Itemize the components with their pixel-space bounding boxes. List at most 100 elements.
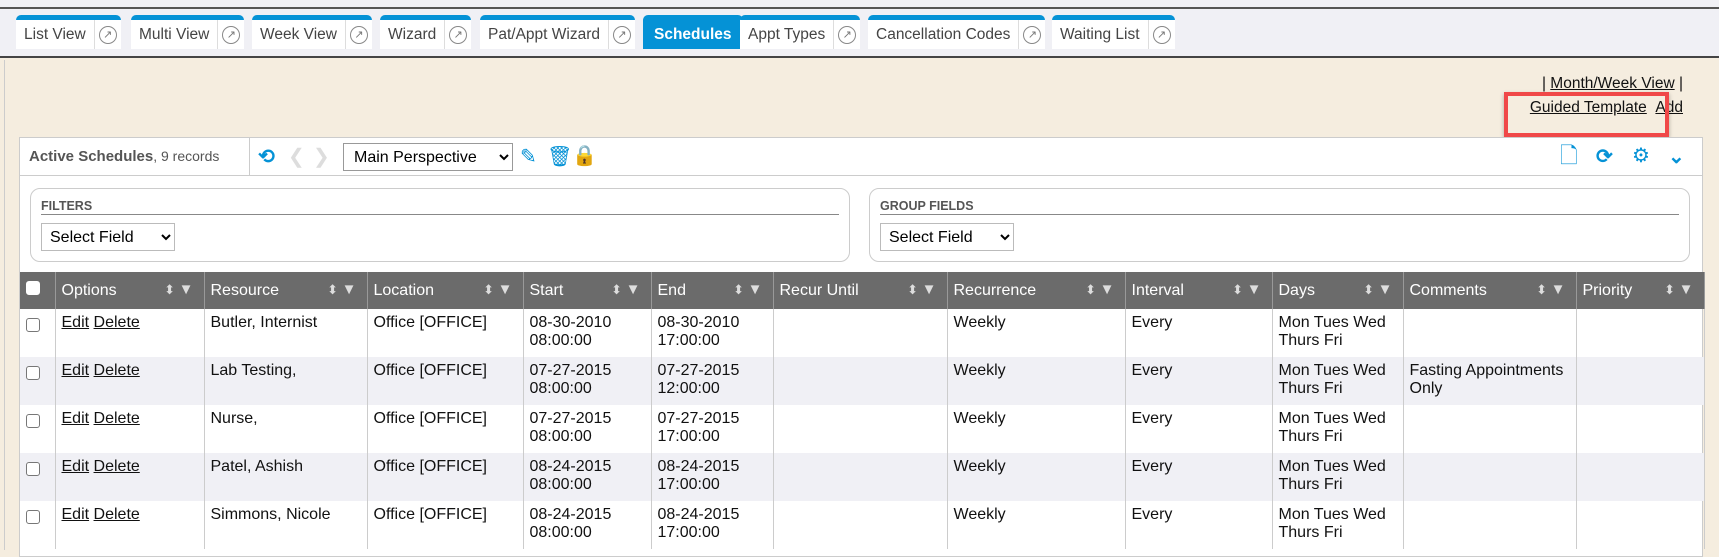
add-link[interactable]: Add (1655, 99, 1683, 116)
sort-icon[interactable]: ⬍ (164, 282, 176, 297)
prev-icon[interactable]: ❮ (288, 146, 305, 168)
row-checkbox[interactable] (26, 366, 40, 380)
tab-cancellation-codes[interactable]: Cancellation Codes ↗ (868, 15, 1046, 49)
delete-link[interactable]: Delete (93, 362, 140, 379)
sort-icon[interactable]: ⬍ (1232, 282, 1244, 297)
sort-icon[interactable]: ⬍ (327, 282, 339, 297)
row-checkbox[interactable] (26, 414, 40, 428)
open-external-icon[interactable]: ↗ (218, 25, 244, 44)
filter-icon[interactable]: ▼ (747, 281, 763, 298)
undo-icon[interactable]: ⟲ (258, 146, 275, 168)
filter-icon[interactable]: ▼ (341, 281, 357, 298)
month-week-view-link[interactable]: Month/Week View (1550, 75, 1675, 92)
filter-icon[interactable]: ▼ (178, 281, 194, 298)
sort-icon[interactable]: ⬍ (1664, 282, 1676, 297)
filter-icon[interactable]: ▼ (497, 281, 513, 298)
filter-field-select[interactable]: Select Field (41, 223, 175, 251)
sort-icon[interactable]: ⬍ (907, 282, 919, 297)
filter-icon[interactable]: ▼ (1678, 281, 1694, 298)
group-field-select[interactable]: Select Field (880, 223, 1014, 251)
refresh-icon[interactable]: ⟳ (1596, 146, 1613, 168)
edit-link[interactable]: Edit (61, 362, 90, 379)
delete-link[interactable]: Delete (93, 410, 140, 427)
tab-pat-appt-wizard[interactable]: Pat/Appt Wizard ↗ (480, 15, 635, 49)
column-header-resource[interactable]: Resource ⬍ ▼ (204, 272, 368, 309)
guided-template-link[interactable]: Guided Template (1529, 99, 1647, 116)
open-external-icon[interactable]: ↗ (95, 25, 121, 44)
gear-icon[interactable]: ⚙ (1632, 145, 1650, 167)
column-header-comments[interactable]: Comments ⬍ ▼ (1403, 272, 1577, 309)
column-header-priority[interactable]: Priority ⬍ ▼ (1576, 272, 1705, 309)
open-external-icon[interactable]: ↗ (834, 25, 860, 44)
filter-icon[interactable]: ▼ (625, 281, 641, 298)
column-header-recur-until[interactable]: Recur Until ⬍ ▼ (773, 272, 948, 309)
pencil-icon[interactable]: ✎ (520, 146, 537, 168)
sort-icon[interactable]: ⬍ (1363, 282, 1375, 297)
edit-link[interactable]: Edit (61, 458, 90, 475)
perspective-select[interactable]: Main Perspective (343, 143, 513, 171)
filter-icon[interactable]: ▼ (1550, 281, 1566, 298)
row-checkbox[interactable] (26, 510, 40, 524)
tab-list-view[interactable]: List View ↗ (16, 15, 121, 49)
row-checkbox[interactable] (26, 462, 40, 476)
edit-link[interactable]: Edit (61, 314, 90, 331)
sort-icon[interactable]: ⬍ (483, 282, 495, 297)
tab-wizard[interactable]: Wizard ↗ (380, 15, 472, 49)
cell-start: 08-30-2010 08:00:00 (523, 309, 652, 357)
cell-days: Mon Tues Wed Thurs Fri (1272, 357, 1404, 405)
cell-comments (1403, 453, 1577, 501)
select-all-checkbox[interactable] (20, 272, 56, 309)
row-checkbox[interactable] (26, 318, 40, 332)
delete-link[interactable]: Delete (93, 506, 140, 523)
cell-resource: Butler, Internist (204, 309, 368, 357)
column-header-recurrence[interactable]: Recurrence ⬍ ▼ (947, 272, 1126, 309)
new-document-icon[interactable]: 🗋 (1560, 143, 1578, 168)
filter-icon[interactable]: ▼ (1246, 281, 1262, 298)
next-icon[interactable]: ❯ (313, 146, 330, 168)
tab-week-view[interactable]: Week View ↗ (252, 15, 372, 49)
filter-icon[interactable]: ▼ (921, 281, 937, 298)
tab-schedules[interactable]: Schedules (643, 15, 743, 49)
filter-icon[interactable]: ▼ (1377, 281, 1393, 298)
edit-link[interactable]: Edit (61, 410, 90, 427)
column-header-days[interactable]: Days ⬍ ▼ (1272, 272, 1404, 309)
cell-end: 08-24-2015 17:00:00 (651, 453, 774, 501)
group-fields-box: GROUP FIELDS Select Field (869, 188, 1690, 262)
open-external-icon[interactable]: ↗ (1019, 25, 1045, 44)
cell-resource: Lab Testing, (204, 357, 368, 405)
panel-title: Active Schedules, 9 records (29, 148, 220, 165)
cell-resource: Simmons, Nicole (204, 501, 368, 549)
sort-icon[interactable]: ⬍ (733, 282, 745, 297)
cell-comments: Fasting Appointments Only (1403, 357, 1577, 405)
open-external-icon[interactable]: ↗ (1149, 25, 1175, 44)
chevron-down-icon[interactable]: ⌄ (1668, 146, 1685, 168)
sort-icon[interactable]: ⬍ (1085, 282, 1097, 297)
column-header-start[interactable]: Start ⬍ ▼ (523, 272, 652, 309)
lock-icon[interactable]: 🔒 (572, 145, 597, 167)
sort-icon[interactable]: ⬍ (1536, 282, 1548, 297)
cell-priority (1576, 405, 1705, 453)
delete-link[interactable]: Delete (93, 458, 140, 475)
cell-comments (1403, 405, 1577, 453)
tab-appt-types[interactable]: Appt Types ↗ (740, 15, 861, 49)
table-row: Edit Delete Lab Testing, Office [OFFICE] 07… (20, 357, 1705, 405)
column-header-end[interactable]: End ⬍ ▼ (651, 272, 774, 309)
column-header-options[interactable]: Options ⬍ ▼ (55, 272, 205, 309)
trash-icon[interactable]: 🗑 (547, 146, 573, 168)
open-external-icon[interactable]: ↗ (346, 25, 372, 44)
cell-start: 08-24-2015 08:00:00 (523, 501, 652, 549)
tab-multi-view[interactable]: Multi View ↗ (131, 15, 245, 49)
column-header-location[interactable]: Location ⬍ ▼ (367, 272, 524, 309)
open-external-icon[interactable]: ↗ (445, 25, 471, 44)
tab-waiting-list[interactable]: Waiting List ↗ (1052, 15, 1175, 49)
view-links: | Month/Week View | (1541, 75, 1683, 92)
filter-icon[interactable]: ▼ (1099, 281, 1115, 298)
column-header-interval[interactable]: Interval ⬍ ▼ (1125, 272, 1273, 309)
open-external-icon[interactable]: ↗ (609, 25, 635, 44)
cell-recurrence: Weekly (947, 453, 1126, 501)
edit-link[interactable]: Edit (61, 506, 90, 523)
delete-link[interactable]: Delete (93, 314, 140, 331)
tab-label: Pat/Appt Wizard (480, 20, 609, 49)
sort-icon[interactable]: ⬍ (611, 282, 623, 297)
cell-recur-until (773, 405, 948, 453)
